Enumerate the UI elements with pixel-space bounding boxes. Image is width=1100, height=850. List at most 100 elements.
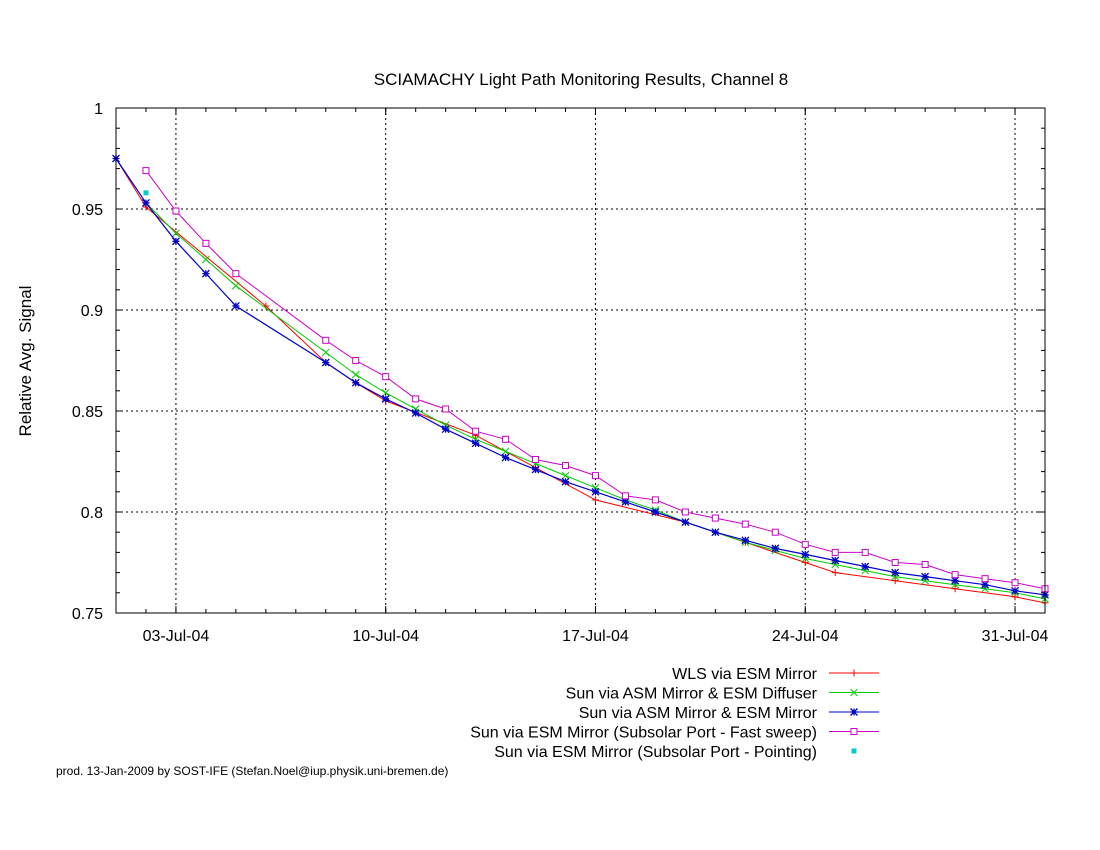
series-line: [115, 158, 1046, 604]
x-tick-label: 31-Jul-04: [982, 628, 1049, 645]
data-point: [711, 514, 719, 522]
data-point: [771, 544, 780, 553]
data-point: [921, 572, 930, 581]
data-point: [501, 453, 510, 462]
data-point: [831, 548, 839, 556]
data-point: [442, 405, 450, 413]
data-point: [951, 571, 959, 579]
data-point: [861, 548, 869, 556]
data-point: [381, 388, 390, 397]
y-tick-label: 0.9: [81, 303, 103, 320]
x-tick-label: 24-Jul-04: [772, 628, 839, 645]
legend-marker: [850, 728, 858, 735]
data-point: [1011, 586, 1019, 595]
grid: [116, 108, 1045, 613]
data-point: [412, 395, 420, 403]
data-point: [591, 472, 599, 480]
data-point: [561, 477, 570, 486]
data-point: [202, 239, 210, 247]
data-point: [771, 528, 779, 536]
data-point: [651, 508, 660, 516]
data-point: [831, 556, 840, 565]
data-point: [143, 190, 149, 196]
data-point: [472, 427, 480, 435]
data-point: [1011, 593, 1019, 601]
data-point: [1011, 579, 1019, 587]
y-tick-label: 0.95: [72, 202, 103, 219]
legend-label: WLS via ESM Mirror: [672, 666, 818, 683]
data-point: [441, 425, 450, 434]
data-point: [172, 207, 180, 215]
y-tick-label: 0.8: [81, 505, 103, 522]
data-point: [381, 394, 390, 403]
series-5: [143, 190, 149, 196]
y-axis-label: Relative Avg. Signal: [16, 286, 35, 437]
legend-marker: [851, 748, 857, 754]
data-point: [322, 336, 330, 344]
data-point: [801, 559, 809, 566]
plot-frame: [115, 107, 1046, 614]
data-point: [591, 487, 600, 496]
data-point: [562, 462, 570, 470]
data-point: [471, 439, 480, 448]
data-point: [891, 568, 900, 577]
data-point: [681, 508, 689, 516]
series-3: [112, 154, 1049, 599]
data-point: [651, 496, 659, 504]
y-tick-label: 0.85: [72, 404, 103, 421]
legend-label: Sun via ASM Mirror & ESM Mirror: [579, 705, 818, 722]
data-point: [321, 358, 330, 367]
data-point: [741, 520, 749, 528]
legend-label: Sun via ASM Mirror & ESM Diffuser: [566, 686, 818, 703]
data-point: [621, 497, 630, 506]
data-point: [232, 281, 240, 290]
series-1: [112, 155, 1049, 607]
data-point: [351, 370, 360, 379]
data-point: [861, 562, 870, 571]
data-point: [201, 269, 210, 278]
legend-label: Sun via ESM Mirror (Subsolar Port - Fast…: [470, 725, 817, 742]
data-point: [502, 435, 510, 443]
y-tick-label: 0.75: [72, 606, 103, 623]
data-point: [561, 471, 570, 480]
data-point: [951, 585, 959, 593]
data-point: [321, 348, 330, 357]
data-point: [232, 270, 240, 278]
legend-label: Sun via ESM Mirror (Subsolar Port - Poin…: [494, 744, 817, 761]
data-point: [142, 198, 150, 207]
data-point: [891, 577, 899, 585]
data-point: [621, 492, 629, 500]
data-point: [202, 255, 210, 264]
series-layer: [112, 154, 1049, 607]
data-point: [801, 540, 809, 548]
data-point: [172, 229, 180, 238]
data-point: [382, 373, 390, 381]
legend-marker: [850, 708, 858, 716]
data-point: [891, 559, 899, 566]
data-point: [411, 409, 420, 417]
data-point: [532, 455, 540, 463]
data-point: [801, 550, 810, 559]
data-point: [171, 237, 180, 246]
data-point: [352, 357, 360, 364]
data-point: [501, 447, 510, 456]
data-point: [951, 576, 960, 585]
data-point: [531, 465, 540, 474]
data-point: [142, 167, 150, 175]
data-point: [591, 496, 599, 504]
data-point: [681, 518, 690, 527]
chart-title: SCIAMACHY Light Path Monitoring Results,…: [374, 70, 789, 89]
x-tick-label: 10-Jul-04: [352, 628, 419, 645]
series-line: [115, 158, 1046, 596]
y-tick-label: 1: [94, 101, 103, 118]
data-point: [921, 561, 929, 569]
data-point: [711, 528, 720, 537]
legend: WLS via ESM Mirror Sun via ASM Mirror & E…: [470, 666, 879, 761]
data-point: [741, 536, 750, 545]
data-point: [831, 569, 839, 577]
legend-marker: [850, 688, 858, 697]
legend-marker: [850, 669, 858, 677]
series-4: [142, 167, 1049, 593]
x-tick-label: 17-Jul-04: [562, 628, 629, 645]
